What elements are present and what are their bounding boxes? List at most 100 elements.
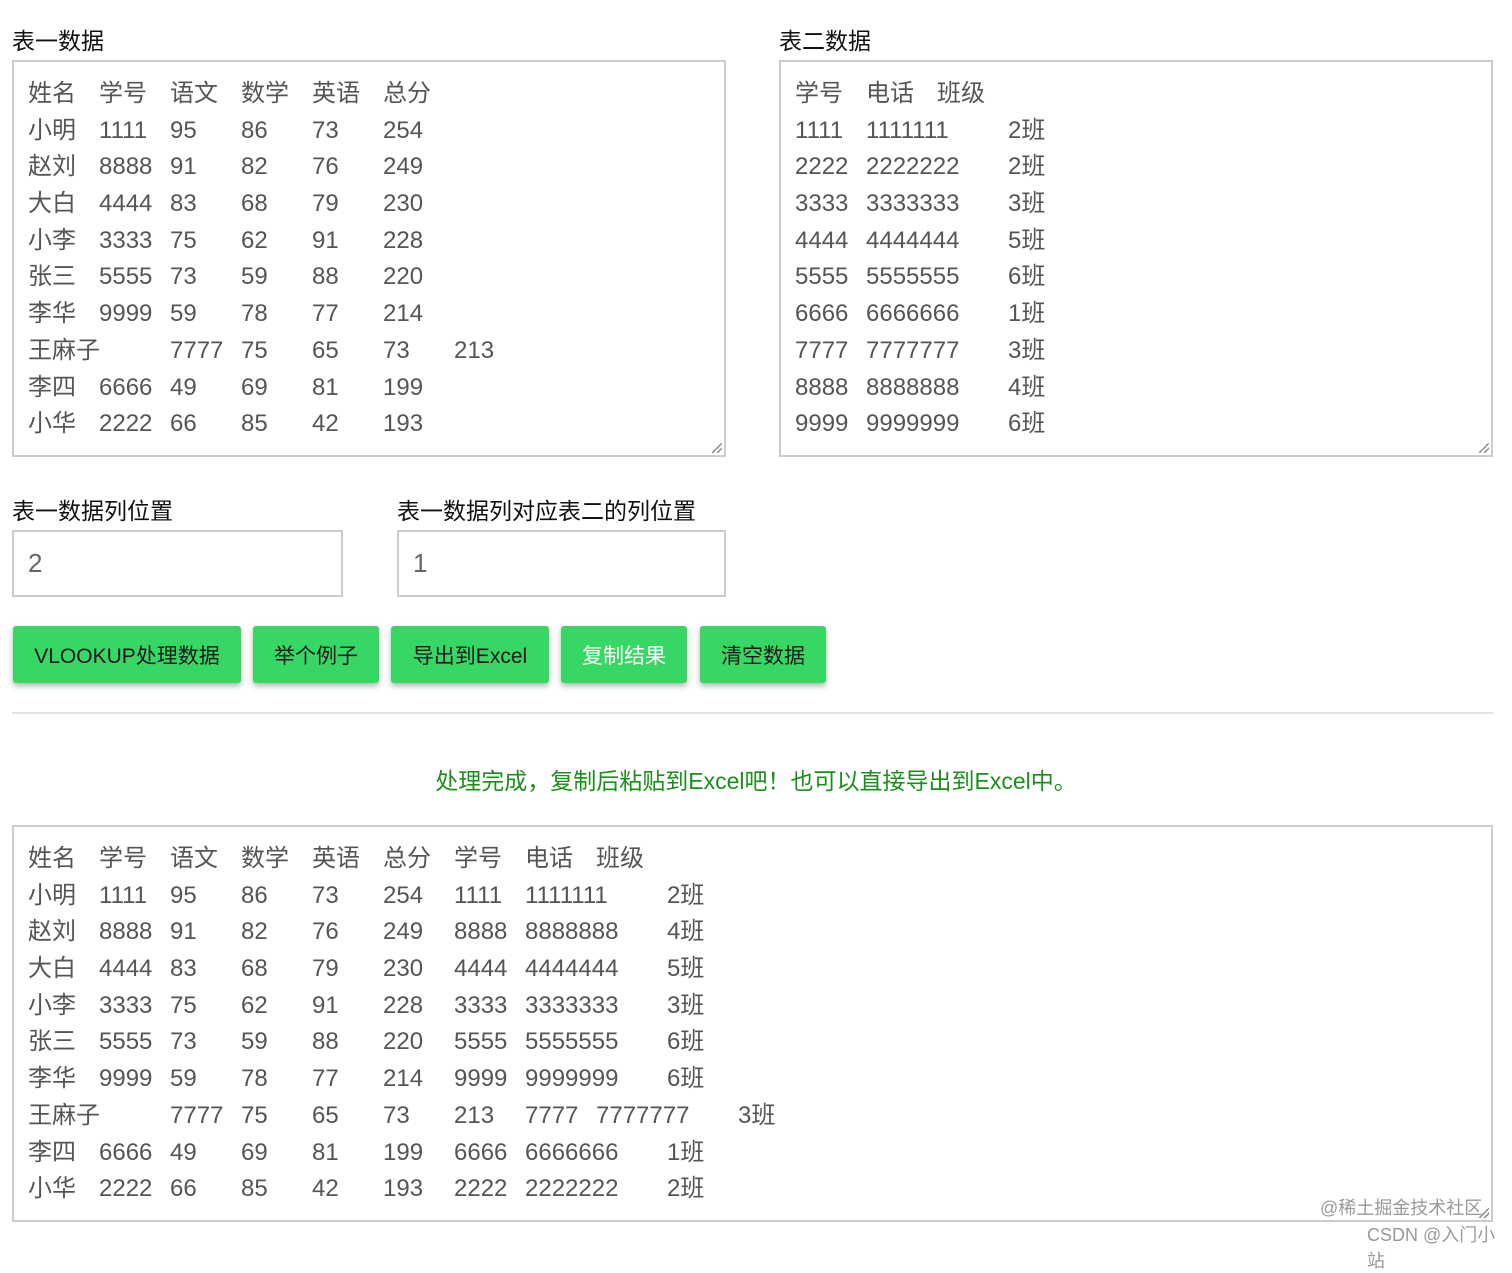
table-cell: 91 [312,991,339,1019]
table-cell: 75 [241,336,268,364]
table-cell: 2班 [667,1175,705,1203]
table-cell: 4444 [795,226,849,254]
table-cell: 249 [383,153,424,181]
table-cell: 76 [312,918,339,946]
table-cell: 228 [383,991,424,1019]
column-header: 英语 [312,80,360,107]
table-cell: 2班 [1008,116,1046,144]
table-cell: 7777 [525,1101,579,1129]
table-row: 小李 3333 75 62 91 228 3333 3333333 3班 [28,988,1477,1025]
table-row: 李华 9999 59 78 77 214 9999 9999999 6班 [28,1061,1477,1098]
table-cell: 77 [312,300,339,328]
table-cell: 6班 [667,1028,705,1056]
table-row: 李四 6666 49 69 81 199 [28,370,710,407]
table-cell: 73 [312,881,339,909]
table-cell: 3333 [99,226,153,254]
table-cell: 张三 [28,263,76,291]
table-cell: 8888 [795,373,849,401]
table-cell: 6666 [99,373,153,401]
table-cell: 220 [383,1028,424,1056]
table-cell: 2班 [1008,153,1046,181]
table-cell: 4444 [99,955,153,983]
table-cell: 2222 [454,1175,508,1203]
table-cell: 7777777 [596,1101,690,1129]
table-cell: 214 [383,300,424,328]
table-cell: 8888 [99,918,153,946]
result-textarea[interactable]: 姓名 学号 语文 数学 英语 总分 学号 电话 班级 小明 1111 95 86 … [12,825,1493,1222]
column-header: 语文 [170,80,218,107]
column-header: 数学 [241,80,289,107]
table-cell: 66 [170,410,197,438]
table2-column-input[interactable] [397,530,726,597]
column-header: 学号 [99,80,147,107]
table-cell: 1111 [99,116,148,144]
table-cell: 82 [241,918,268,946]
table-cell: 2222222 [866,153,960,181]
table-cell: 9999 [454,1065,508,1093]
table-row: 9999 9999999 6班 [795,406,1477,443]
resize-handle-icon[interactable] [712,443,722,453]
table-row: 张三 5555 73 59 88 220 [28,259,710,296]
table-cell: 张三 [28,1028,76,1056]
resize-handle-icon[interactable] [1479,1208,1489,1218]
table1-column-input[interactable] [12,530,343,597]
table-cell: 4班 [1008,373,1046,401]
resize-handle-icon[interactable] [1479,443,1489,453]
table-cell: 3班 [1008,336,1046,364]
table-cell: 88 [312,263,339,291]
table-cell: 228 [383,226,424,254]
table2-textarea[interactable]: 学号 电话 班级 1111 1111111 2班 2222 2222222 2班 33… [779,60,1493,457]
table-cell: 213 [454,336,495,364]
table-cell: 小李 [28,991,76,1019]
table-row: 张三 5555 73 59 88 220 5555 5555555 6班 [28,1024,1477,1061]
vlookup-button[interactable]: VLOOKUP处理数据 [13,626,241,683]
table-cell: 2222 [99,1175,153,1203]
table-row: 学号 电话 班级 [795,76,1477,113]
table-cell: 李华 [28,1065,76,1093]
table-cell: 79 [312,955,339,983]
table-cell: 78 [241,300,268,328]
table-cell: 王麻子 [28,1101,100,1129]
table-row: 4444 4444444 5班 [795,223,1477,260]
copy-result-button[interactable]: 复制结果 [561,626,687,683]
export-excel-button[interactable]: 导出到Excel [391,626,549,683]
table-cell: 86 [241,881,268,909]
table-cell: 73 [383,1101,410,1129]
table-cell: 7777 [170,1101,224,1129]
table-cell: 68 [241,190,268,218]
table-cell: 82 [241,153,268,181]
col1-label: 表一数据列位置 [12,498,173,524]
table-cell: 49 [170,1138,197,1166]
table-cell: 42 [312,410,339,438]
clear-data-button[interactable]: 清空数据 [700,626,826,683]
csdn-watermark: CSDN @入门小站 [1367,1225,1496,1271]
table-cell: 79 [312,190,339,218]
table-row: 小李 3333 75 62 91 228 [28,223,710,260]
table-cell: 220 [383,263,424,291]
table-row: 小华 2222 66 85 42 193 [28,406,710,443]
table-cell: 193 [383,1175,424,1203]
column-header: 学号 [454,845,502,872]
table-cell: 李华 [28,300,76,328]
table-cell: 68 [241,955,268,983]
table-cell: 254 [383,881,424,909]
table-cell: 6666 [454,1138,508,1166]
table-cell: 199 [383,373,424,401]
table-cell: 1111111 [866,116,949,144]
table-cell: 4444 [454,955,508,983]
column-header: 姓名 [28,80,76,107]
table-cell: 6666 [99,1138,153,1166]
table-cell: 76 [312,153,339,181]
table2-label: 表二数据 [779,28,871,54]
table-cell: 214 [383,1065,424,1093]
table-row: 3333 3333333 3班 [795,186,1477,223]
column-header: 姓名 [28,845,76,872]
table-cell: 5555 [454,1028,508,1056]
table1-textarea[interactable]: 姓名 学号 语文 数学 英语 总分 小明 1111 95 86 73 254 赵刘 … [12,60,726,457]
column-header: 数学 [241,845,289,872]
example-button[interactable]: 举个例子 [253,626,379,683]
table-cell: 83 [170,955,197,983]
table-cell: 75 [170,991,197,1019]
table-cell: 199 [383,1138,424,1166]
table-cell: 62 [241,991,268,1019]
